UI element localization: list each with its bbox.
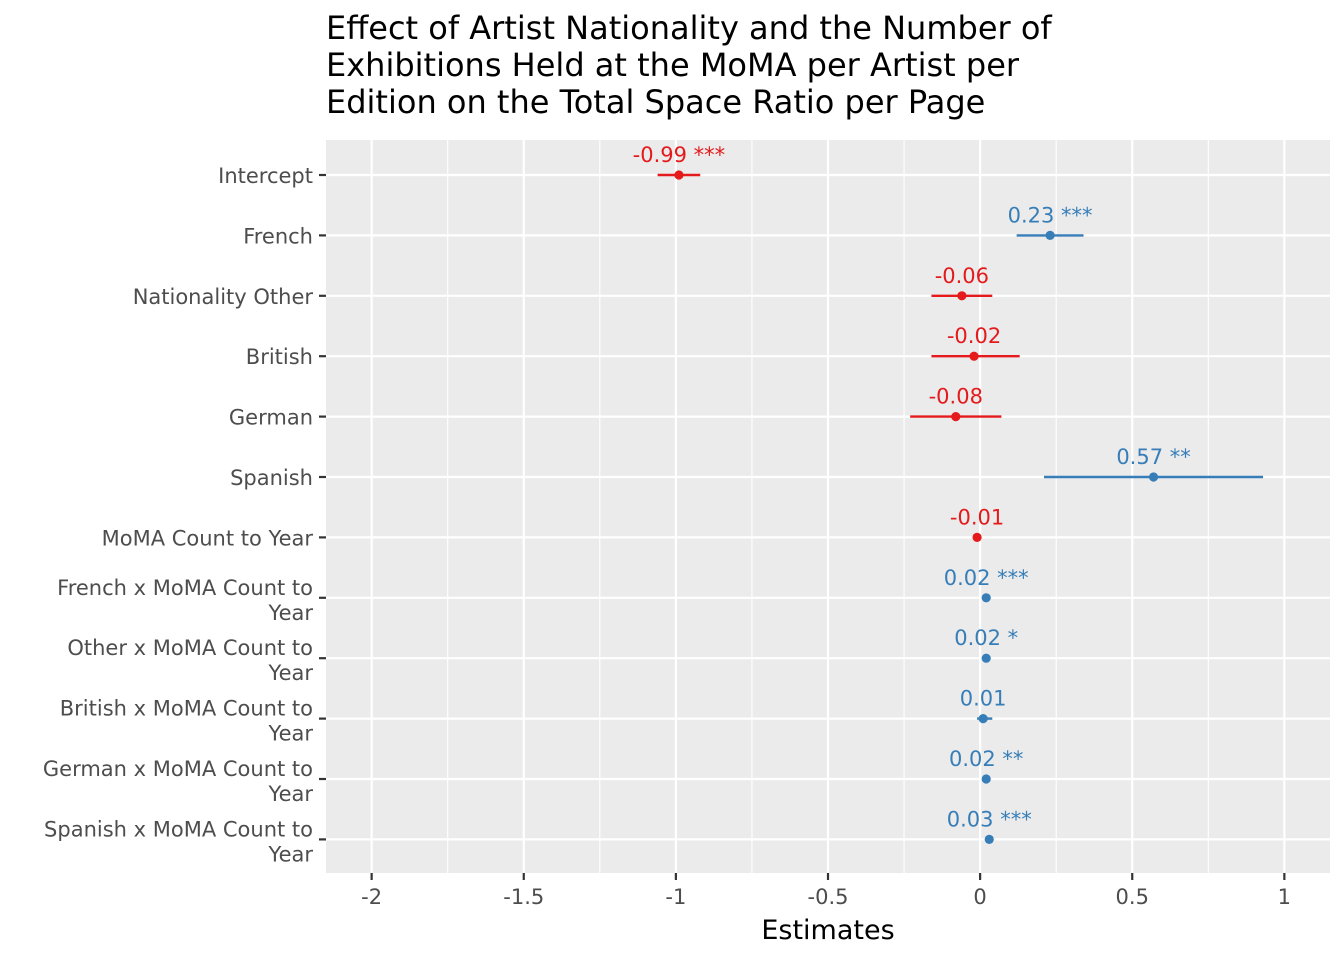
estimate-label: 0.02 *** <box>944 566 1029 590</box>
y-tick-label: French x MoMA Count to Year <box>57 576 313 625</box>
estimate-label: 0.03 *** <box>947 807 1032 831</box>
x-axis: -2 -1.5 -1 -0.5 0 0.5 1 <box>361 873 1291 909</box>
y-tick-label: MoMA Count to Year <box>102 526 314 550</box>
chart-title: Effect of Artist Nationality and the Num… <box>326 9 1052 121</box>
y-tick-label: German x MoMA Count to Year <box>43 757 313 806</box>
y-tick-label: British <box>246 345 313 369</box>
estimate-point <box>981 774 991 784</box>
y-tick-label: French <box>243 224 313 248</box>
x-tick-label: 1 <box>1278 885 1291 909</box>
x-tick-label: 0 <box>973 885 986 909</box>
estimate-label: 0.01 <box>960 687 1007 711</box>
estimate-label: 0.23 *** <box>1008 203 1093 227</box>
y-tick-label: Intercept <box>218 164 313 188</box>
estimate-label: 0.57 ** <box>1116 445 1190 469</box>
y-tick-label: Spanish x MoMA Count to Year <box>44 817 313 866</box>
y-tick-label: Other x MoMA Count to Year <box>67 636 313 685</box>
y-axis: Intercept French Nationality Other British G… <box>43 164 326 866</box>
estimate-point <box>951 412 961 422</box>
y-tick-label: German <box>229 406 313 430</box>
estimate-point <box>984 834 994 845</box>
estimate-label: 0.02 * <box>954 626 1018 650</box>
y-tick-label: British x MoMA Count to Year <box>60 697 314 746</box>
x-tick-label: -1.5 <box>503 885 544 909</box>
estimate-point <box>1045 230 1055 240</box>
estimate-label: 0.02 ** <box>949 747 1023 771</box>
estimate-label: -0.01 <box>950 505 1004 529</box>
estimate-label: -0.06 <box>935 264 989 288</box>
estimate-point <box>969 351 979 361</box>
estimate-label: -0.02 <box>947 324 1001 348</box>
x-tick-label: -0.5 <box>808 885 849 909</box>
x-tick-label: -2 <box>361 885 382 909</box>
x-tick-label: 0.5 <box>1116 885 1149 909</box>
estimate-point <box>978 714 988 724</box>
estimate-label: -0.08 <box>929 385 983 409</box>
x-axis-title: Estimates <box>761 915 894 946</box>
estimate-point <box>674 170 684 180</box>
estimate-label: -0.99 *** <box>633 143 726 167</box>
grid-lines <box>326 140 1330 873</box>
data-marks: -0.99 *** 0.23 *** -0.06 -0.02 -0.08 0.57 ** -… <box>633 143 1264 845</box>
y-tick-label: Spanish <box>230 466 313 490</box>
estimate-point <box>972 532 982 543</box>
estimate-point <box>981 653 991 663</box>
y-tick-label: Nationality Other <box>133 285 314 309</box>
estimate-point <box>957 291 967 301</box>
estimate-point <box>1148 472 1159 482</box>
estimate-point <box>981 593 991 603</box>
x-tick-label: -1 <box>665 885 686 909</box>
